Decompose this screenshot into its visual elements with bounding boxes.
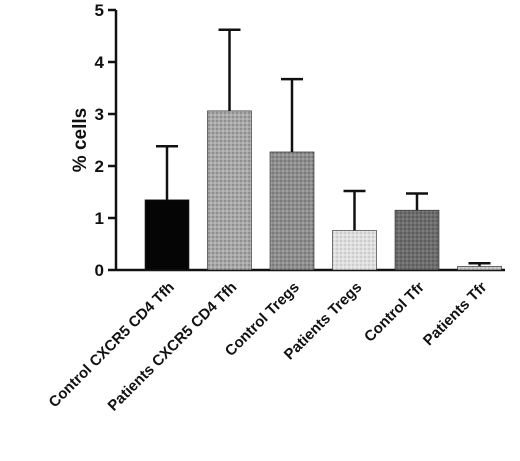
y-axis-title: % cells bbox=[70, 108, 91, 172]
error-bars-group bbox=[156, 28, 491, 267]
x-category-label: Control CXCR5 CD4 Tfh bbox=[46, 279, 178, 411]
bars-group bbox=[144, 110, 502, 271]
x-category-label: Patients Tfr bbox=[420, 279, 490, 349]
y-tick-label: 5 bbox=[95, 1, 104, 20]
bar bbox=[269, 151, 315, 271]
x-category-label: Patients CXCR5 CD4 Tfh bbox=[105, 279, 241, 415]
x-category-label: Control Tfr bbox=[361, 279, 428, 346]
y-axis: 0 1 2 3 4 5 bbox=[95, 1, 118, 280]
y-tick-label: 4 bbox=[95, 53, 105, 72]
bar bbox=[207, 110, 252, 271]
y-tick-label: 0 bbox=[95, 261, 104, 280]
bar bbox=[332, 230, 377, 271]
y-tick-label: 1 bbox=[95, 209, 104, 228]
y-tick-label: 3 bbox=[95, 105, 104, 124]
y-tick-label: 2 bbox=[95, 157, 104, 176]
bar bbox=[144, 199, 190, 271]
bar bbox=[394, 209, 440, 271]
bar bbox=[457, 266, 502, 271]
